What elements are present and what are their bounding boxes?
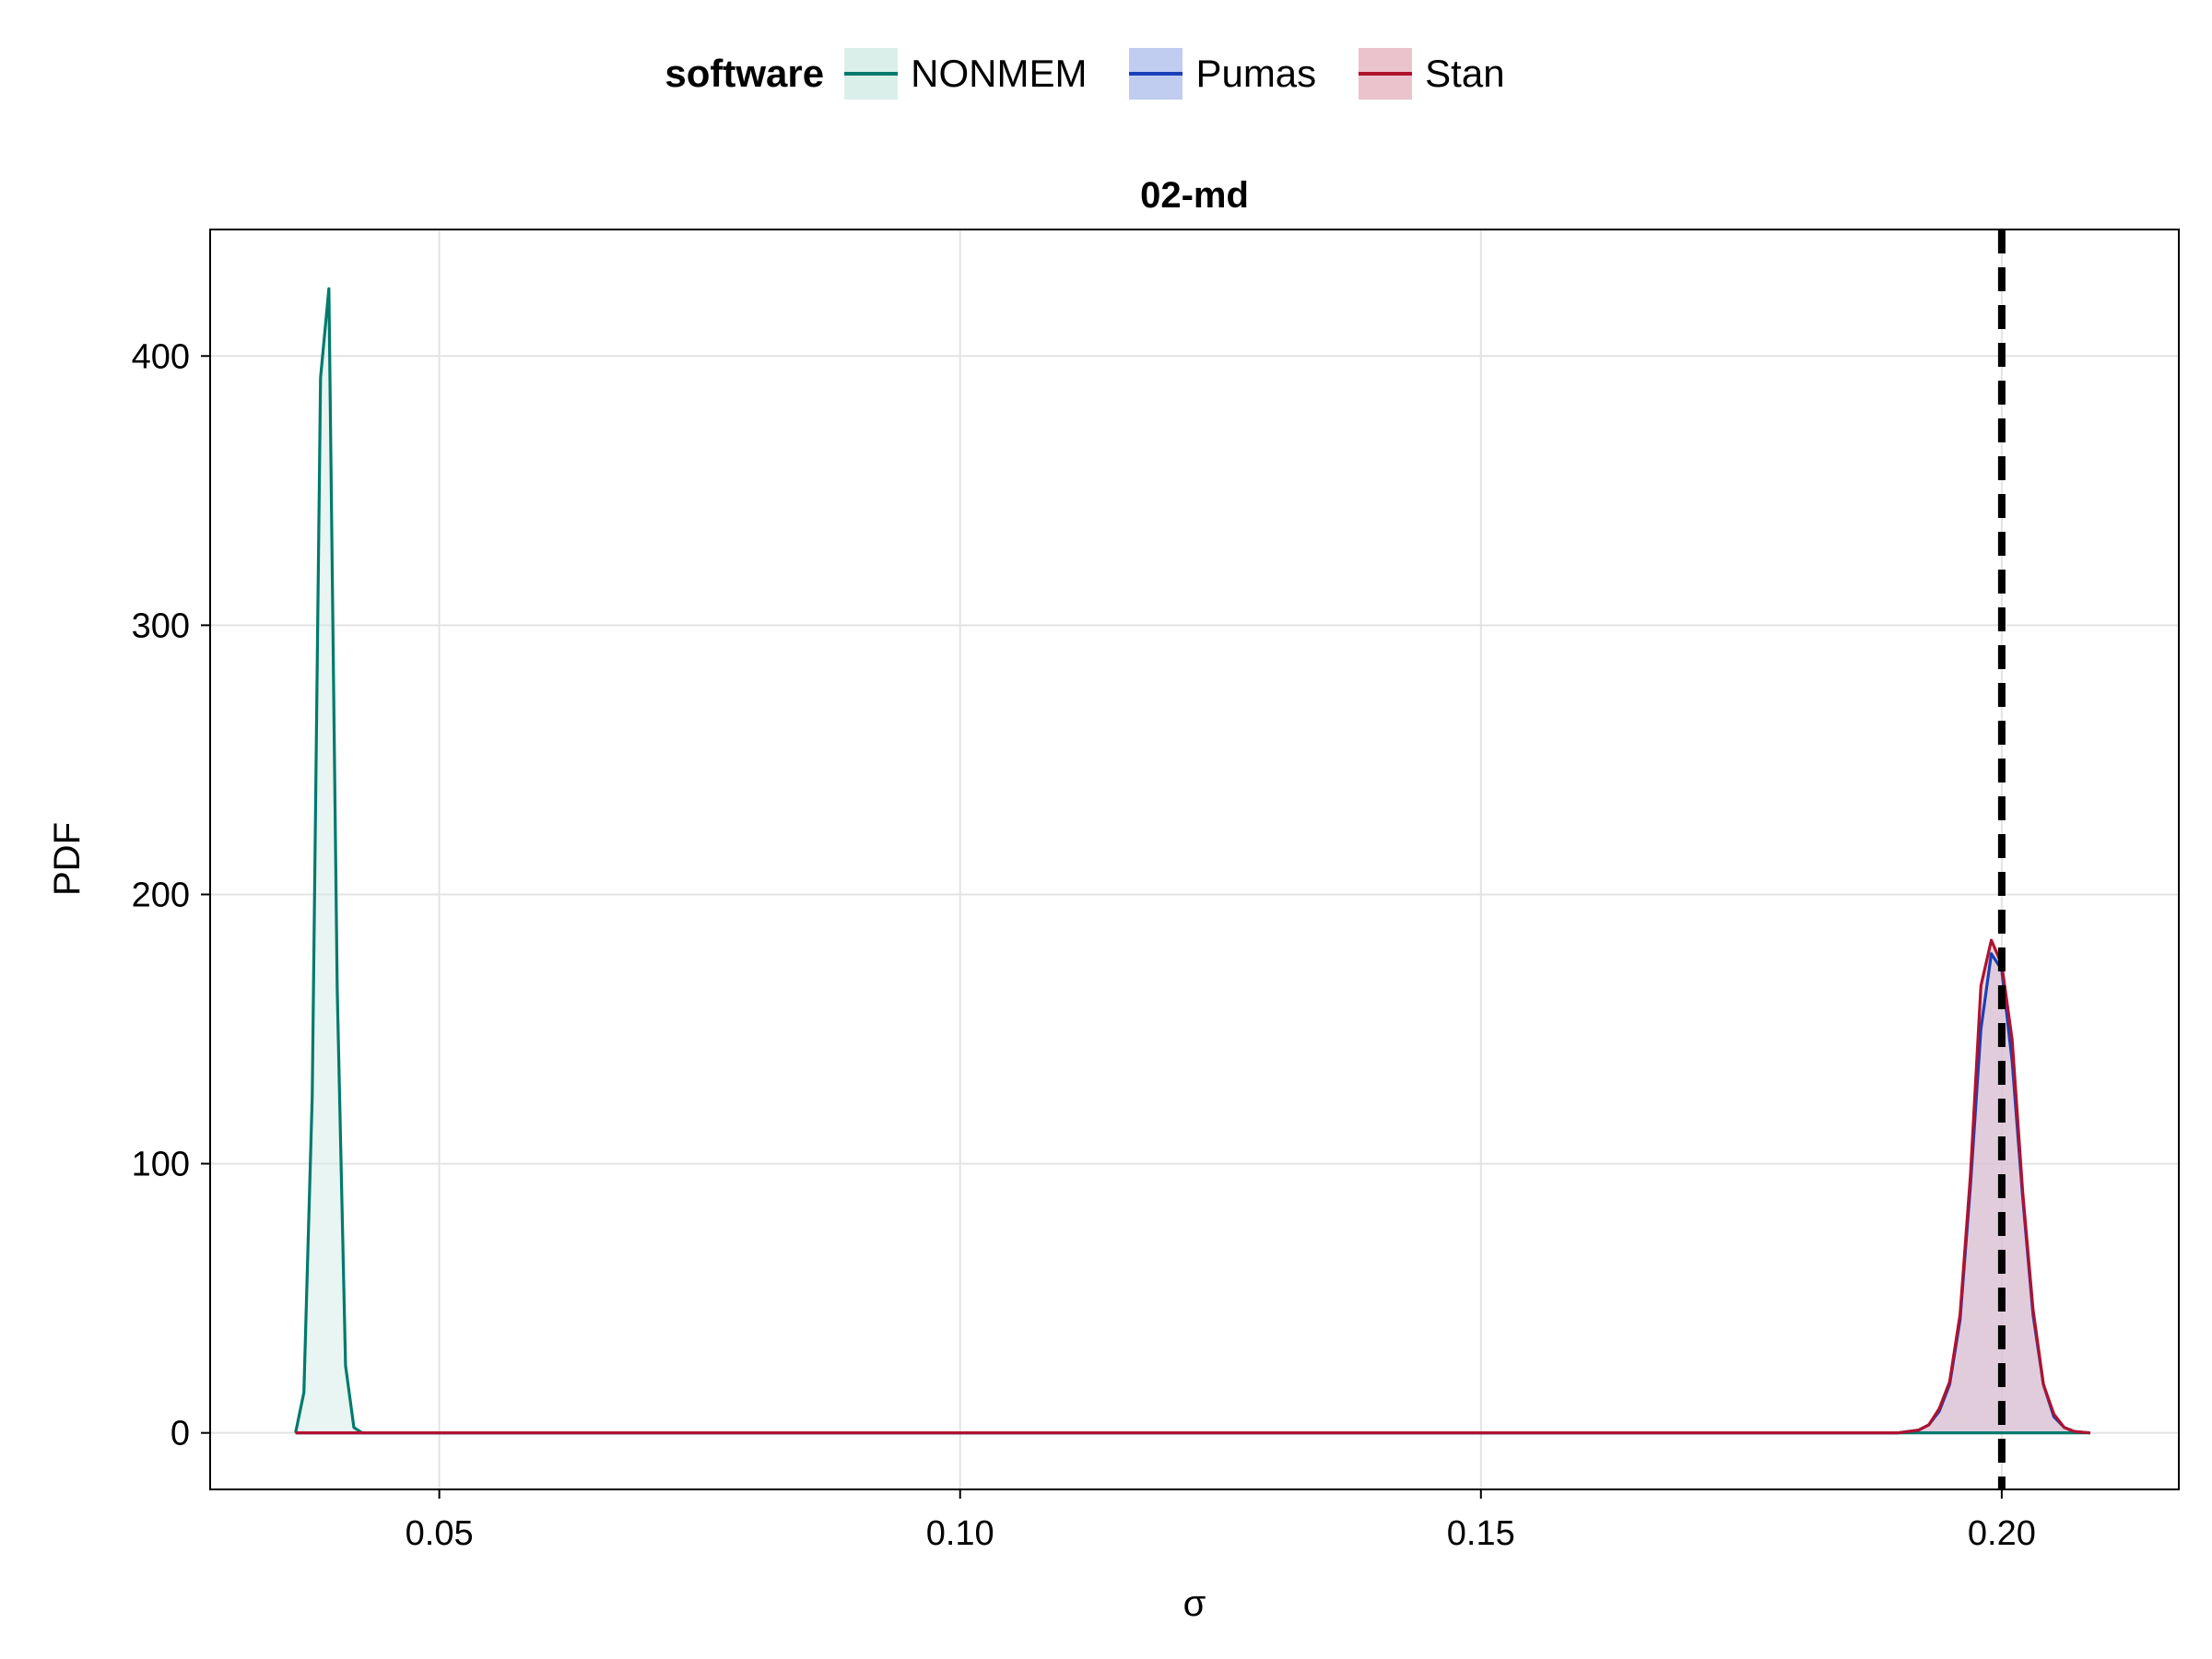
legend-item-nonmem[interactable]: NONMEM bbox=[844, 48, 1087, 100]
legend-swatch-line bbox=[844, 72, 899, 76]
line-nonmem bbox=[294, 287, 2090, 1435]
legend-item-stan[interactable]: Stan bbox=[1359, 48, 1505, 100]
legend-item-pumas[interactable]: Pumas bbox=[1129, 48, 1316, 100]
line-pumas bbox=[295, 952, 2091, 1435]
legend-label-stan: Stan bbox=[1425, 52, 1505, 95]
legend-swatch-stan bbox=[1359, 48, 1413, 100]
area-stan bbox=[295, 940, 2090, 1433]
y-tick-label: 100 bbox=[132, 1146, 190, 1184]
y-tick-label: 300 bbox=[132, 606, 190, 645]
grid bbox=[210, 229, 2179, 1489]
x-tick-label: 0.20 bbox=[1968, 1514, 2036, 1553]
plot-frame bbox=[209, 229, 2180, 1490]
chart-title: 02-md bbox=[1140, 175, 1249, 216]
legend-swatch-line bbox=[1129, 72, 1183, 76]
x-tick-label: 0.15 bbox=[1447, 1514, 1515, 1553]
area-nonmem bbox=[295, 288, 2090, 1433]
legend: software NONMEM Pumas Stan bbox=[0, 41, 2212, 107]
x-tick-label: 0.10 bbox=[926, 1514, 994, 1553]
area-pumas bbox=[295, 953, 2090, 1433]
legend-label-nonmem: NONMEM bbox=[911, 52, 1088, 95]
legend-label-pumas: Pumas bbox=[1195, 52, 1317, 95]
line-stan bbox=[295, 938, 2091, 1435]
y-axis: 0 100 200 300 400 bbox=[132, 337, 210, 1453]
x-tick-label: 0.05 bbox=[406, 1514, 474, 1553]
x-axis-label: σ bbox=[1183, 1583, 1206, 1624]
y-tick-label: 200 bbox=[132, 876, 190, 914]
legend-title: software bbox=[665, 52, 825, 95]
legend-swatch-nonmem bbox=[844, 48, 899, 100]
x-axis: 0.05 0.10 0.15 0.20 bbox=[406, 1489, 2036, 1553]
y-tick-label: 0 bbox=[171, 1415, 190, 1453]
legend-swatch-line bbox=[1359, 72, 1413, 76]
legend-swatch-pumas bbox=[1129, 48, 1183, 100]
y-tick-label: 400 bbox=[132, 337, 190, 376]
series-layer bbox=[294, 287, 2091, 1435]
y-axis-label: PDF bbox=[47, 822, 88, 896]
